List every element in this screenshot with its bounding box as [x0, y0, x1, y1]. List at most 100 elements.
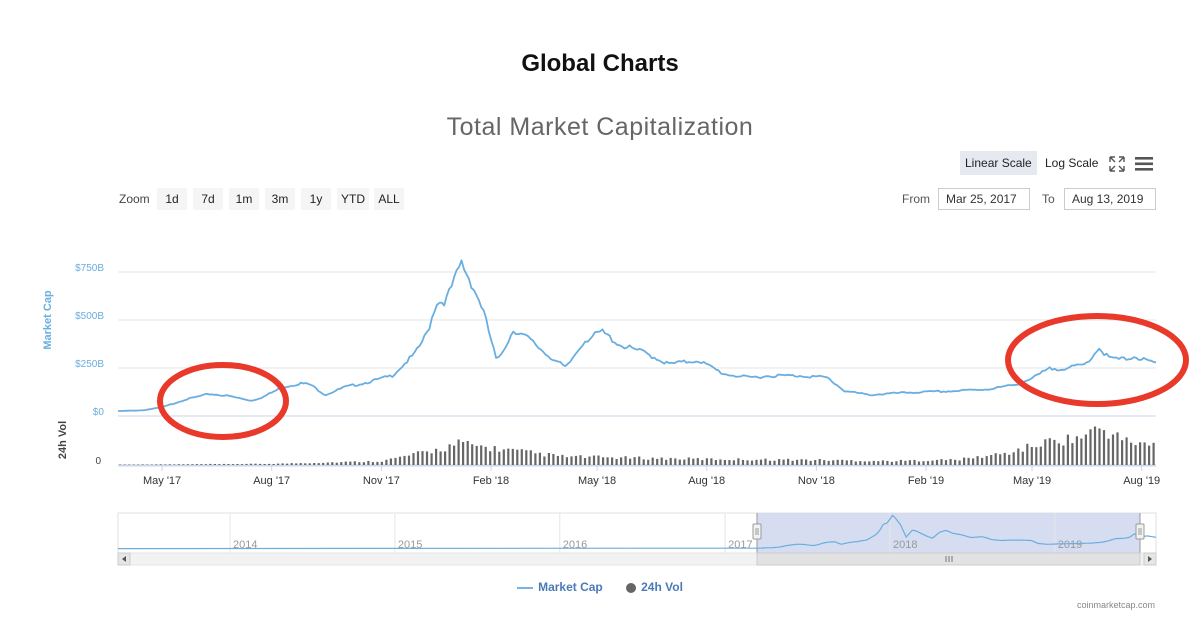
volume-bar — [1003, 452, 1006, 465]
volume-bar — [259, 463, 262, 465]
legend-24h-vol[interactable]: 24h Vol — [626, 580, 683, 594]
volume-bar — [719, 459, 722, 465]
volume-bar — [823, 460, 826, 465]
volume-bar — [1062, 445, 1065, 465]
to-label: To — [1042, 192, 1055, 206]
volume-bar — [412, 453, 415, 465]
log-scale-button[interactable]: Log Scale — [1045, 156, 1099, 170]
volume-bar — [164, 464, 167, 465]
volume-bar — [1148, 445, 1151, 465]
zoom-1d-button[interactable]: 1d — [157, 188, 187, 210]
volume-bar — [534, 453, 537, 465]
volume-bar — [1107, 438, 1110, 465]
volume-bar — [204, 464, 207, 465]
volume-bar — [990, 455, 993, 465]
page-title: Global Charts — [521, 50, 679, 77]
volume-bar — [516, 449, 519, 465]
chart-title: Total Market Capitalization — [446, 113, 754, 141]
x-tick-label: Aug '17 — [253, 475, 290, 487]
from-date-input[interactable]: Mar 25, 2017 — [938, 188, 1030, 210]
volume-bar — [678, 459, 681, 465]
volume-bar — [1130, 442, 1133, 465]
x-tick-label: Aug '18 — [688, 475, 725, 487]
volume-bar — [137, 464, 140, 465]
volume-bar — [367, 460, 370, 465]
volume-bar — [651, 457, 654, 465]
volume-bar — [750, 460, 754, 465]
linear-scale-button[interactable]: Linear Scale — [960, 151, 1037, 175]
x-tick-label: Feb '18 — [473, 475, 509, 487]
volume-bar — [859, 461, 862, 465]
volume-bar — [457, 439, 460, 465]
volume-bar — [746, 460, 749, 465]
volume-bar — [778, 459, 781, 465]
volume-bar — [565, 457, 568, 465]
zoom-1m-button[interactable]: 1m — [229, 188, 259, 210]
navigator-tick-label: 2018 — [893, 539, 917, 551]
navigator-left-handle[interactable] — [752, 523, 762, 540]
to-date-input[interactable]: Aug 13, 2019 — [1064, 188, 1156, 210]
zoom-3m-button[interactable]: 3m — [265, 188, 295, 210]
volume-bar — [520, 449, 523, 465]
navigator[interactable]: 2014 2015 2016 2017 2018 2019 — [117, 512, 1157, 554]
volume-bar — [1098, 428, 1101, 465]
fullscreen-icon[interactable] — [1108, 155, 1126, 173]
volume-bar — [376, 461, 379, 465]
volume-bar — [380, 461, 383, 465]
volume-bar — [570, 456, 573, 465]
credits-link[interactable]: coinmarketcap.com — [1076, 600, 1155, 610]
volume-bar — [1139, 442, 1142, 465]
volume-bar — [886, 460, 889, 465]
volume-bar — [344, 461, 347, 465]
volume-bar — [1116, 432, 1119, 465]
volume-bar — [1134, 445, 1137, 465]
volume-bar — [1030, 447, 1033, 465]
menu-icon[interactable] — [1134, 155, 1154, 173]
volume-bar — [723, 460, 726, 465]
navigator-selected-range[interactable] — [757, 513, 1140, 553]
volume-bar — [353, 461, 356, 465]
volume-bar — [737, 458, 740, 465]
volume-bar — [687, 457, 690, 465]
volume-bar — [371, 462, 374, 465]
volume-bar — [435, 448, 438, 465]
volume-bar — [308, 463, 311, 465]
legend-market-cap[interactable]: Market Cap — [517, 580, 603, 594]
volume-bar — [502, 449, 505, 465]
from-label: From — [902, 192, 930, 206]
volume-bar — [1152, 442, 1155, 465]
navigator-right-handle[interactable] — [1135, 523, 1145, 540]
volume-bar — [277, 463, 280, 465]
volume-bar — [272, 464, 275, 465]
y-tick-label: $0 — [93, 407, 105, 418]
volume-bar — [507, 448, 510, 465]
scrollbar[interactable] — [117, 552, 1157, 566]
volume-bar — [231, 464, 235, 465]
volume-bar — [814, 460, 817, 465]
volume-bar — [985, 456, 988, 465]
volume-bar — [999, 454, 1002, 465]
zoom-all-button[interactable]: ALL — [374, 188, 404, 210]
x-tick-label: May '17 — [143, 475, 181, 487]
volume-bar — [313, 463, 316, 465]
annotation-circle-right — [1005, 313, 1189, 407]
volume-axis-title: 24h Vol — [57, 421, 69, 459]
volume-bar — [421, 451, 424, 465]
y-tick-label: $250B — [75, 359, 104, 370]
zoom-7d-button[interactable]: 7d — [193, 188, 223, 210]
volume-bar — [940, 459, 943, 465]
volume-bar — [340, 462, 343, 465]
volume-bar — [177, 464, 180, 465]
volume-bar — [236, 464, 239, 465]
x-tick-label: Nov '18 — [798, 475, 835, 487]
line-icon — [517, 586, 534, 589]
x-tick-label: May '18 — [578, 475, 616, 487]
volume-bar — [398, 456, 402, 465]
volume-bar — [195, 464, 198, 465]
volume-bar — [908, 460, 911, 465]
zoom-1y-button[interactable]: 1y — [301, 188, 331, 210]
zoom-ytd-button[interactable]: YTD — [337, 188, 369, 210]
volume-bar — [683, 459, 686, 465]
volume-bar — [832, 460, 835, 465]
